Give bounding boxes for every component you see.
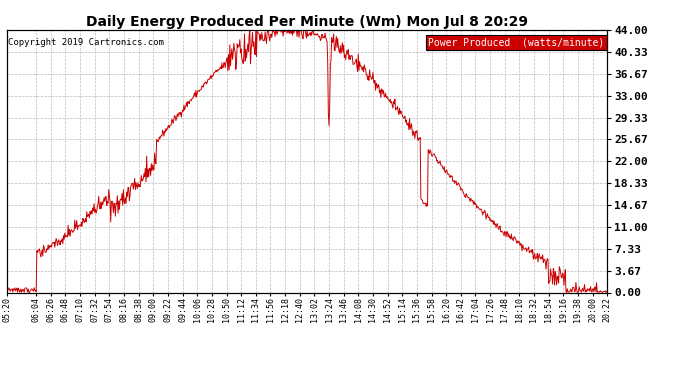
Text: Power Produced  (watts/minute): Power Produced (watts/minute): [428, 38, 604, 48]
Text: Copyright 2019 Cartronics.com: Copyright 2019 Cartronics.com: [8, 38, 164, 47]
Title: Daily Energy Produced Per Minute (Wm) Mon Jul 8 20:29: Daily Energy Produced Per Minute (Wm) Mo…: [86, 15, 528, 29]
